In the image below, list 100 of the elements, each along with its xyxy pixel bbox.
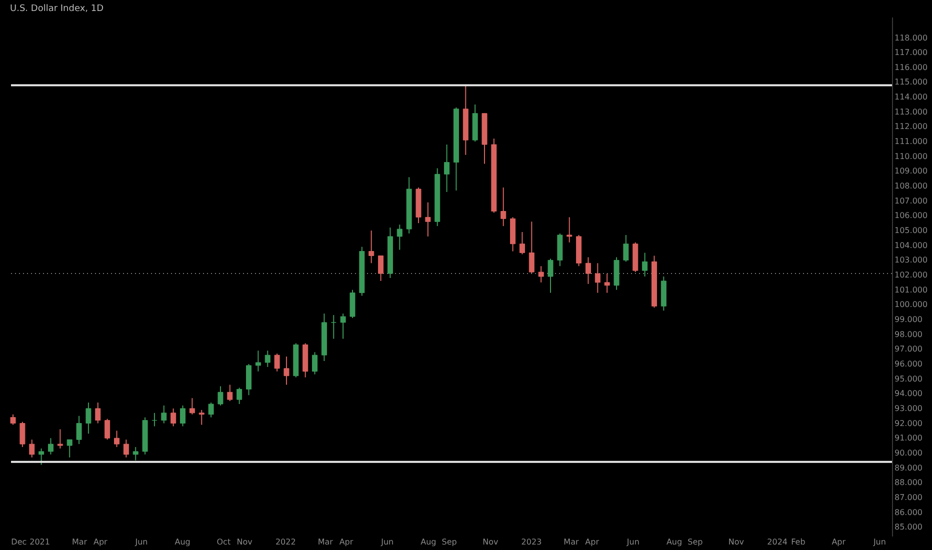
candlestick <box>623 234 629 262</box>
y-tick-label: 92.000 <box>894 418 922 428</box>
x-tick-label: Sep <box>688 538 703 546</box>
y-tick-label: 105.000 <box>894 226 928 236</box>
candlestick <box>10 414 16 426</box>
candlestick <box>38 448 44 466</box>
candlestick <box>255 350 261 372</box>
x-tick-label: Nov <box>482 538 498 546</box>
y-tick-label: 106.000 <box>894 211 928 220</box>
x-tick-label: Aug <box>174 538 190 546</box>
candlestick <box>330 314 336 340</box>
x-tick-label: Jun <box>380 538 394 546</box>
y-tick-label: 85.000 <box>894 522 922 532</box>
y-tick-label: 95.000 <box>894 374 922 384</box>
candlestick <box>227 384 233 402</box>
candlestick <box>378 255 384 282</box>
y-tick-label: 109.000 <box>894 166 928 176</box>
candlestick <box>236 387 242 405</box>
y-tick-label: 116.000 <box>894 62 928 72</box>
candlestick <box>642 252 648 277</box>
chart-title: U.S. Dollar Index, 1D <box>10 4 104 14</box>
candlestick <box>500 187 506 227</box>
y-tick-label: 100.000 <box>894 300 928 310</box>
y-tick-label: 96.000 <box>894 359 922 368</box>
y-tick-label: 91.000 <box>894 434 922 443</box>
x-tick-label: Mar <box>564 538 580 546</box>
y-tick-label: 99.000 <box>894 315 922 324</box>
candlestick <box>66 439 72 458</box>
candlestick <box>189 398 195 415</box>
x-tick-label: Apr <box>832 538 846 546</box>
y-tick-label: 114.000 <box>894 92 928 102</box>
x-tick-label: Jun <box>872 538 886 546</box>
y-tick-label: 118.000 <box>894 33 928 42</box>
y-tick-label: 97.000 <box>894 344 922 354</box>
candlestick <box>444 144 450 192</box>
candlestick <box>132 446 138 461</box>
x-tick-label: 2023 <box>521 538 542 546</box>
candlestick <box>95 402 101 424</box>
x-tick-label: Nov <box>728 538 744 546</box>
candlestick <box>48 438 54 455</box>
candlestick <box>114 430 120 448</box>
candlestick <box>594 262 600 294</box>
y-tick-label: 102.000 <box>894 270 928 280</box>
candlestick <box>76 415 82 445</box>
candlestick <box>519 232 525 255</box>
candlestick <box>86 402 92 434</box>
x-tick-label: 2021 <box>30 538 50 546</box>
x-tick-label: Mar <box>318 538 334 546</box>
y-tick-label: 98.000 <box>894 330 922 339</box>
candlestick <box>104 418 110 440</box>
x-tick-label: Mar <box>72 538 88 546</box>
candlestick <box>29 439 35 458</box>
candlestick <box>123 439 129 458</box>
candlestick <box>425 202 431 237</box>
candlestick <box>284 356 290 386</box>
y-tick-label: 103.000 <box>894 256 928 265</box>
candlestick <box>368 230 374 264</box>
y-tick-label: 115.000 <box>894 78 928 87</box>
candlestick <box>246 363 252 396</box>
y-tick-label: 89.000 <box>894 463 922 472</box>
x-tick-label: Apr <box>585 538 600 546</box>
x-tick-label: Nov <box>236 538 253 546</box>
candlestick <box>170 408 176 427</box>
y-tick-label: 88.000 <box>894 478 922 488</box>
candlestick <box>528 221 534 274</box>
y-tick-label: 87.000 <box>894 492 922 502</box>
y-tick-label: 90.000 <box>894 448 922 458</box>
y-tick-label: 101.000 <box>894 285 928 294</box>
candlestick <box>161 405 167 424</box>
x-tick-label: 2024 <box>767 538 788 546</box>
candlestick <box>548 258 554 294</box>
y-tick-label: 112.000 <box>894 122 928 132</box>
candlestick <box>312 352 318 375</box>
x-tick-label: Apr <box>93 538 108 546</box>
y-tick-label: 93.000 <box>894 404 922 413</box>
candlestick <box>585 256 591 284</box>
candlestick <box>264 350 270 368</box>
y-tick-label: 110.000 <box>894 152 928 161</box>
candlestick <box>340 313 346 340</box>
candlestick <box>538 266 544 283</box>
candlestick <box>20 421 26 448</box>
y-tick-label: 111.000 <box>894 137 928 146</box>
candlestick <box>152 412 158 427</box>
x-tick-label: Feb <box>791 538 806 546</box>
y-tick-label: 86.000 <box>894 508 922 517</box>
candlestick <box>396 224 402 250</box>
x-tick-label: Aug <box>666 538 682 546</box>
y-tick-label: 94.000 <box>894 389 922 398</box>
candlestick <box>218 386 224 406</box>
candlestick <box>57 428 63 450</box>
candlestick <box>350 289 356 319</box>
x-tick-label: Oct <box>216 538 231 546</box>
candlestick <box>198 409 204 426</box>
candlestick <box>274 353 280 372</box>
y-tick-label: 113.000 <box>894 107 928 116</box>
candlestick <box>180 405 186 427</box>
x-tick-label: Dec <box>11 538 27 546</box>
candlestick <box>208 402 214 418</box>
y-tick-label: 104.000 <box>894 240 928 250</box>
candlestick <box>604 273 610 294</box>
